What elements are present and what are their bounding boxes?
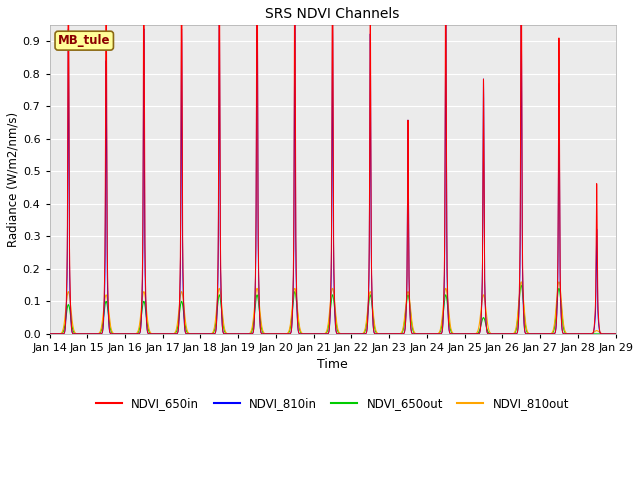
Text: MB_tule: MB_tule — [58, 34, 111, 47]
Legend: NDVI_650in, NDVI_810in, NDVI_650out, NDVI_810out: NDVI_650in, NDVI_810in, NDVI_650out, NDV… — [92, 392, 574, 415]
Title: SRS NDVI Channels: SRS NDVI Channels — [266, 7, 400, 21]
X-axis label: Time: Time — [317, 359, 348, 372]
Y-axis label: Radiance (W/m2/nm/s): Radiance (W/m2/nm/s) — [7, 112, 20, 247]
